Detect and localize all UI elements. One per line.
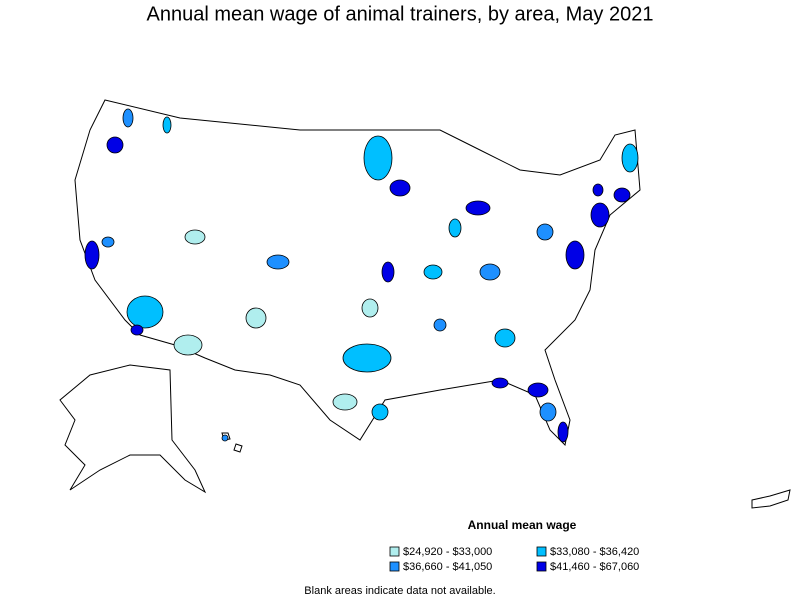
- area: [527, 382, 549, 398]
- area: [592, 183, 604, 197]
- area: [84, 240, 100, 270]
- legend-label: $33,080 - $36,420: [550, 546, 639, 558]
- area: [173, 334, 203, 356]
- legend: Annual mean wage $24,920 - $33,000 $33,0…: [389, 518, 639, 573]
- area: [221, 434, 229, 442]
- legend-title: Annual mean wage: [468, 518, 577, 532]
- area: [184, 229, 206, 245]
- hawaii-island: [233, 443, 243, 453]
- legend-swatch: [536, 546, 547, 557]
- area: [106, 136, 124, 154]
- alaska: [59, 364, 207, 494]
- area: [539, 402, 557, 422]
- legend-label: $41,460 - $67,060: [550, 561, 639, 573]
- area: [536, 223, 554, 241]
- wage-areas: [84, 108, 639, 443]
- map: [59, 99, 791, 509]
- legend-swatch: [536, 561, 547, 572]
- area: [245, 307, 267, 329]
- area: [101, 236, 115, 248]
- area: [433, 318, 447, 332]
- legend-label: $24,920 - $33,000: [403, 546, 492, 558]
- legend-swatch: [389, 561, 400, 572]
- footnote: Blank areas indicate data not available.: [304, 585, 495, 597]
- area: [565, 240, 585, 270]
- area: [381, 261, 395, 283]
- legend-label: $36,660 - $41,050: [403, 561, 492, 573]
- map-title: Annual mean wage of animal trainers, by …: [147, 3, 654, 25]
- area: [479, 263, 501, 281]
- legend-swatch: [389, 546, 400, 557]
- area: [621, 143, 639, 173]
- area: [613, 187, 631, 203]
- area: [122, 108, 134, 128]
- area: [332, 393, 358, 411]
- area: [491, 377, 509, 389]
- area: [126, 295, 164, 329]
- area: [494, 328, 516, 348]
- contiguous-us: [74, 99, 641, 447]
- area: [266, 254, 290, 270]
- puerto-rico: [751, 489, 791, 509]
- area: [389, 179, 411, 197]
- area: [371, 403, 389, 421]
- area: [423, 264, 443, 280]
- area: [361, 298, 379, 318]
- area: [557, 421, 569, 443]
- area: [448, 218, 462, 238]
- area: [465, 200, 491, 216]
- area: [162, 116, 172, 134]
- area: [130, 324, 144, 336]
- area: [363, 135, 393, 181]
- area: [590, 202, 610, 228]
- area: [342, 343, 392, 373]
